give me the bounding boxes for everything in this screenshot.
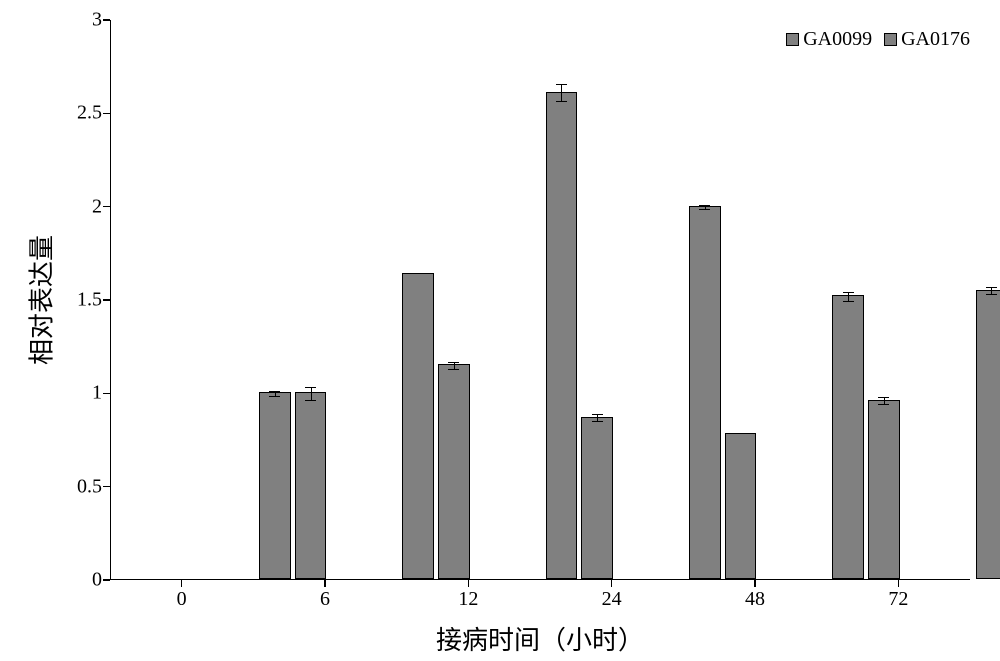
y-tick-label: 1 [0,382,102,405]
legend: GA0099 GA0176 [786,28,970,51]
error-cap [305,400,316,401]
error-cap [986,294,997,295]
error-cap [448,369,459,370]
bar [581,417,613,579]
error-cap [592,414,603,415]
x-tick-label: 72 [888,588,908,611]
bar [868,400,900,579]
error-cap [269,391,280,392]
legend-label: GA0176 [901,28,970,51]
bar [689,206,721,579]
error-cap [986,287,997,288]
x-tick-mark [754,580,756,587]
x-tick-mark [898,580,900,587]
y-tick-mark [103,486,110,488]
plot-area [110,20,970,580]
legend-item: GA0176 [884,28,970,51]
y-tick-mark [103,393,110,395]
y-axis-label: 相对表达量 [22,235,59,365]
x-tick-label: 6 [320,588,330,611]
bar [546,92,578,579]
x-tick-mark [468,580,470,587]
error-cap [592,421,603,422]
error-cap [305,387,316,388]
bar [259,392,291,579]
y-tick-label: 0 [0,569,102,592]
y-tick-mark [103,299,110,301]
x-tick-label: 24 [602,588,622,611]
error-cap [556,101,567,102]
bar [402,273,434,579]
error-cap [269,396,280,397]
error-cap [878,397,889,398]
error-cap [556,84,567,85]
y-tick-label: 0.5 [0,475,102,498]
error-bar [848,292,849,301]
error-cap [699,205,710,206]
legend-swatch [786,33,799,46]
error-bar [311,387,312,400]
error-cap [878,404,889,405]
error-bar [884,397,885,404]
bar [295,392,327,579]
y-tick-mark [103,113,110,115]
error-bar [597,414,598,421]
error-cap [699,209,710,210]
x-tick-mark [324,580,326,587]
y-tick-label: 2 [0,195,102,218]
error-cap [843,301,854,302]
error-cap [448,362,459,363]
legend-label: GA0099 [803,28,872,51]
x-tick-label: 48 [745,588,765,611]
legend-item: GA0099 [786,28,872,51]
bar [976,290,1000,579]
x-tick-label: 0 [177,588,187,611]
chart-container: 00.511.522.53 0612244872 相对表达量 接病时间（小时） … [0,0,1000,661]
error-bar [991,287,992,294]
error-bar [561,84,562,101]
bar [832,295,864,579]
y-tick-label: 2.5 [0,102,102,125]
bar [438,364,470,579]
y-tick-mark [103,206,110,208]
x-axis-label: 接病时间（小时） [436,620,644,657]
error-bar [454,362,455,369]
x-tick-mark [181,580,183,587]
y-tick-label: 3 [0,9,102,32]
bar [725,433,757,579]
y-tick-mark [103,19,110,21]
y-tick-mark [103,579,110,581]
error-cap [843,292,854,293]
x-tick-mark [611,580,613,587]
x-tick-label: 12 [458,588,478,611]
legend-swatch [884,33,897,46]
